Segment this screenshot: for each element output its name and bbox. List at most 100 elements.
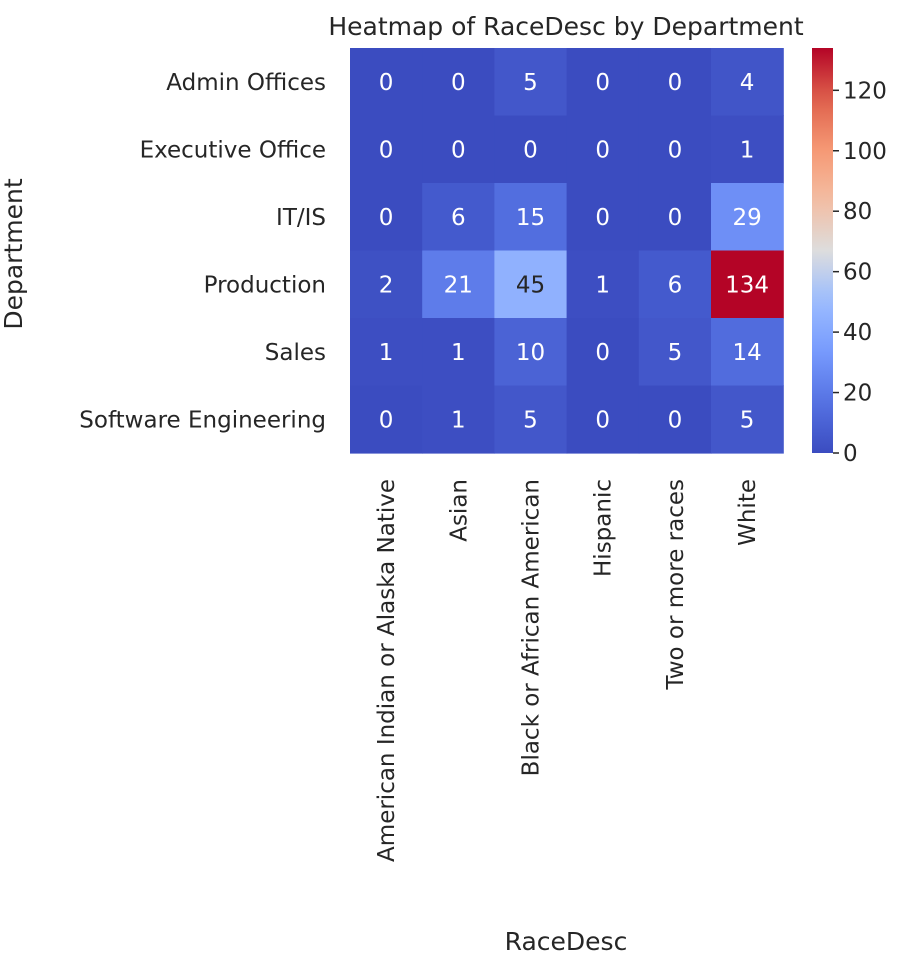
heatmap-cell [638, 48, 712, 117]
x-tick-label: Asian [446, 479, 472, 542]
cell-value-label: 1 [379, 340, 394, 366]
colorbar-tick-label: 40 [843, 320, 872, 346]
heatmap-cell [566, 385, 640, 454]
colorbar-tick-label: 20 [843, 381, 872, 407]
cell-value-label: 29 [732, 205, 761, 231]
chart-title: Heatmap of RaceDesc by Department [328, 12, 804, 41]
heatmap-cell [711, 385, 784, 454]
heatmap-cell [711, 250, 784, 319]
y-tick-label: Sales [265, 340, 326, 366]
heatmap-cells [350, 48, 784, 454]
cell-value-label: 14 [732, 340, 761, 366]
y-tick-label: Software Engineering [79, 407, 326, 433]
heatmap-cell [638, 250, 712, 319]
heatmap-cell [350, 318, 423, 387]
cell-value-label: 21 [444, 272, 473, 298]
heatmap-cell [566, 250, 640, 319]
heatmap-cell [350, 48, 423, 117]
x-tick-label: Black or African American [519, 479, 545, 776]
heatmap-cell [711, 48, 784, 117]
cell-value-label: 5 [740, 407, 755, 433]
cell-value-label: 0 [595, 137, 610, 163]
cell-value-label: 1 [451, 407, 466, 433]
heatmap-cell [422, 385, 495, 454]
cell-value-label: 4 [740, 70, 755, 96]
heatmap-cell [711, 183, 784, 252]
heatmap-cell [494, 318, 568, 387]
heatmap-cell [711, 318, 784, 387]
cell-value-label: 0 [595, 70, 610, 96]
cell-value-label: 5 [523, 407, 538, 433]
heatmap-cell [638, 385, 712, 454]
heatmap-cell [422, 183, 495, 252]
y-tick-label: Admin Offices [166, 70, 326, 96]
colorbar [812, 48, 833, 453]
x-tick-label: Two or more races [663, 479, 689, 691]
cell-value-label: 0 [523, 137, 538, 163]
cell-value-label: 15 [516, 205, 545, 231]
heatmap-cell [350, 385, 423, 454]
cell-value-label: 45 [516, 272, 545, 298]
x-axis-tick-labels: American Indian or Alaska Native Asian Bla… [374, 479, 761, 862]
y-axis-tick-labels: Admin Offices Executive Office IT/IS Produc… [79, 70, 326, 434]
heatmap-cell [422, 115, 495, 184]
heatmap-cell [350, 115, 423, 184]
cell-value-label: 5 [523, 70, 538, 96]
x-tick-label: American Indian or Alaska Native [374, 479, 400, 862]
y-tick-label: Production [204, 272, 326, 298]
cell-value-label: 1 [451, 340, 466, 366]
heatmap-cell [638, 115, 712, 184]
cell-value-label: 0 [379, 407, 394, 433]
cell-value-label: 0 [451, 137, 466, 163]
cell-value-label: 0 [379, 137, 394, 163]
cell-value-label: 0 [668, 137, 683, 163]
heatmap-cell [566, 183, 640, 252]
cell-value-label: 0 [668, 407, 683, 433]
heatmap-cell [566, 318, 640, 387]
y-tick-label: IT/IS [276, 205, 326, 231]
cell-value-label: 5 [668, 340, 683, 366]
heatmap-cell [494, 250, 568, 319]
colorbar-ticks: 0 20 40 60 80 100 120 [833, 78, 887, 467]
heatmap-cell [494, 183, 568, 252]
cell-value-label: 2 [379, 272, 394, 298]
cell-value-label: 0 [595, 407, 610, 433]
heatmap-cell [566, 115, 640, 184]
cell-value-label: 0 [379, 70, 394, 96]
x-tick-label: White [735, 479, 761, 546]
heatmap-cell [422, 48, 495, 117]
heatmap-cell [494, 385, 568, 454]
cell-value-label: 0 [379, 205, 394, 231]
heatmap-cell [638, 318, 712, 387]
cell-value-label: 6 [451, 205, 466, 231]
cell-value-label: 0 [668, 70, 683, 96]
cell-value-label: 0 [595, 340, 610, 366]
heatmap-cell [422, 250, 495, 319]
heatmap-cell [566, 48, 640, 117]
cell-value-label: 1 [595, 272, 610, 298]
heatmap-cell [422, 318, 495, 387]
cell-value-label: 134 [725, 272, 769, 298]
heatmap-cell [350, 183, 423, 252]
x-tick-label: Hispanic [591, 479, 617, 577]
heatmap-cell [350, 250, 423, 319]
colorbar-tick-label: 60 [843, 260, 872, 286]
colorbar-tick-label: 100 [843, 139, 887, 165]
y-tick-label: Executive Office [140, 137, 326, 163]
colorbar-tick-label: 0 [843, 441, 858, 467]
heatmap-cell [494, 48, 568, 117]
colorbar-tick-label: 80 [843, 199, 872, 225]
heatmap-cell [711, 115, 784, 184]
cell-value-label: 10 [516, 340, 545, 366]
cell-value-label: 1 [740, 137, 755, 163]
colorbar-tick-label: 120 [843, 78, 887, 104]
x-axis-label: RaceDesc [505, 927, 628, 956]
cell-value-label: 0 [451, 70, 466, 96]
heatmap-cell [494, 115, 568, 184]
cell-value-label: 0 [595, 205, 610, 231]
heatmap-cell [638, 183, 712, 252]
cell-value-label: 6 [668, 272, 683, 298]
cell-value-label: 0 [668, 205, 683, 231]
